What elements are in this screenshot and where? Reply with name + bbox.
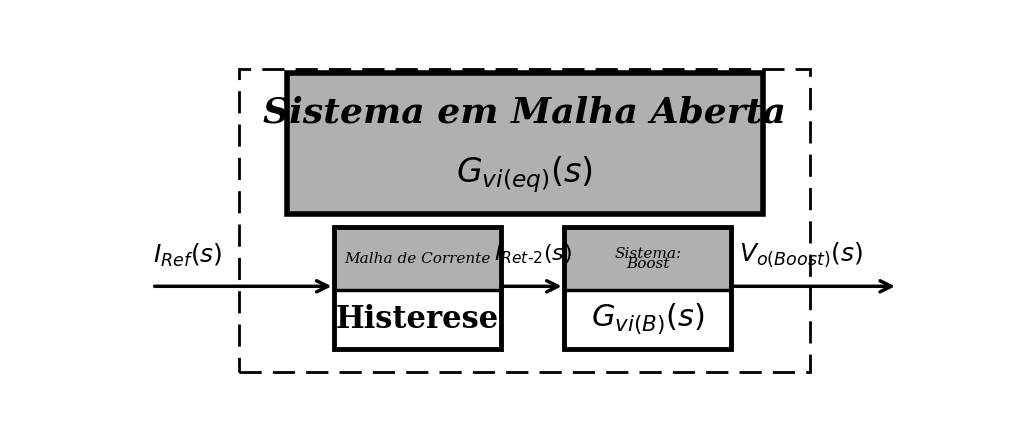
Bar [334, 227, 501, 349]
Bar [287, 73, 763, 214]
Text: $\mathit{I}_{Ret\text{-}2}\mathit{(s)}$: $\mathit{I}_{Ret\text{-}2}\mathit{(s)}$ [494, 243, 571, 266]
Bar [564, 227, 731, 291]
Bar [334, 291, 501, 349]
Text: $\mathit{V}_{o(Boost)}\mathit{(s)}$: $\mathit{V}_{o(Boost)}\mathit{(s)}$ [739, 241, 863, 270]
Bar [564, 291, 731, 349]
Bar [334, 227, 501, 291]
Bar [564, 227, 731, 349]
Text: $\mathit{G}_{vi(eq)}\mathit{(s)}$: $\mathit{G}_{vi(eq)}\mathit{(s)}$ [457, 154, 593, 195]
Text: Malha de Corrente: Malha de Corrente [344, 252, 490, 266]
Bar [240, 69, 811, 372]
Text: Boost: Boost [626, 257, 670, 271]
Text: Histerese: Histerese [336, 304, 500, 335]
Text: $\mathit{G}_{vi(B)}\mathit{(s)}$: $\mathit{G}_{vi(B)}\mathit{(s)}$ [591, 302, 705, 337]
Text: Sistema em Malha Aberta: Sistema em Malha Aberta [263, 95, 786, 129]
Text: Sistema:: Sistema: [614, 247, 681, 261]
Text: $\mathit{I}_{Ref}\mathit{(s)}$: $\mathit{I}_{Ref}\mathit{(s)}$ [154, 242, 223, 270]
